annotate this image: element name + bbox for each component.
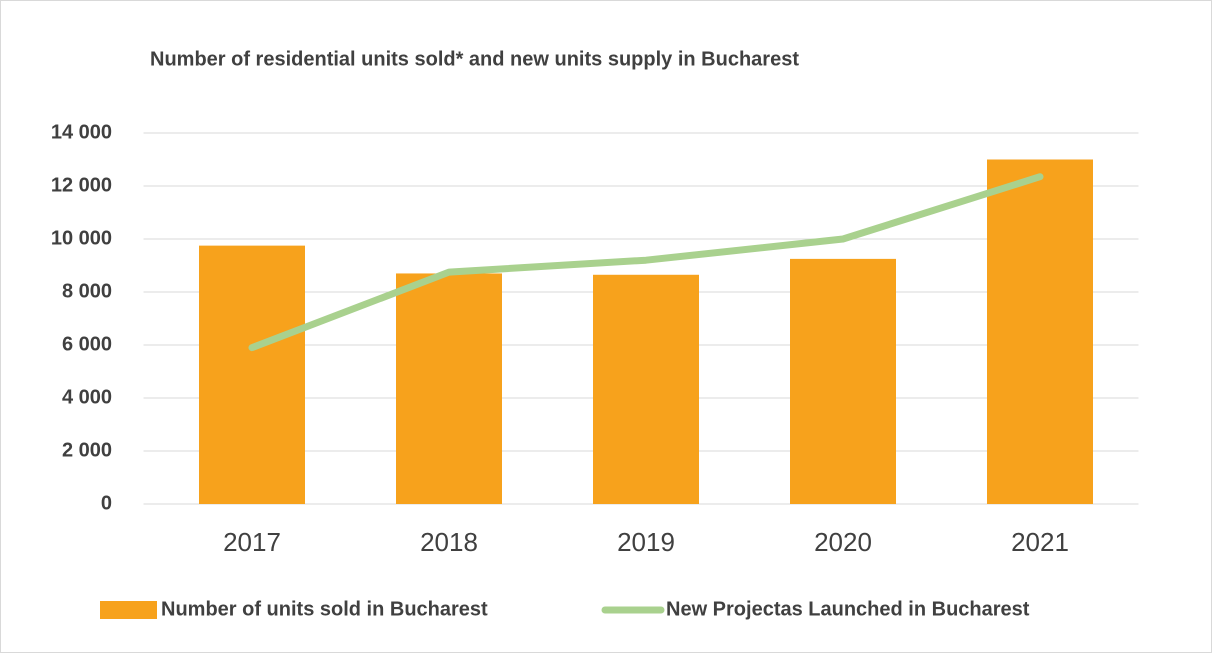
bar [396,273,502,504]
y-tick-label: 10 000 [51,227,112,249]
x-tick-label: 2018 [420,527,478,557]
chart-title: Number of residential units sold* and ne… [150,48,799,70]
y-tick-label: 14 000 [51,121,112,143]
x-tick-label: 2021 [1011,527,1069,557]
bar [593,274,699,504]
bar [199,245,305,504]
x-tick-label: 2019 [617,527,675,557]
y-tick-label: 8 000 [62,280,112,302]
line [248,173,1044,352]
legend-label: Number of units sold in Bucharest [161,598,488,620]
legend-swatch [100,601,157,619]
legend-label: New Projectas Launched in Bucharest [666,598,1030,620]
x-tick-label: 2020 [814,527,872,557]
bar [790,258,896,504]
x-tick-label: 2017 [223,527,281,557]
y-tick-label: 2 000 [62,439,112,461]
bar [987,159,1093,504]
y-tick-label: 12 000 [51,174,112,196]
y-tick-label: 0 [101,492,112,514]
y-tick-label: 6 000 [62,333,112,355]
y-tick-label: 4 000 [62,386,112,408]
